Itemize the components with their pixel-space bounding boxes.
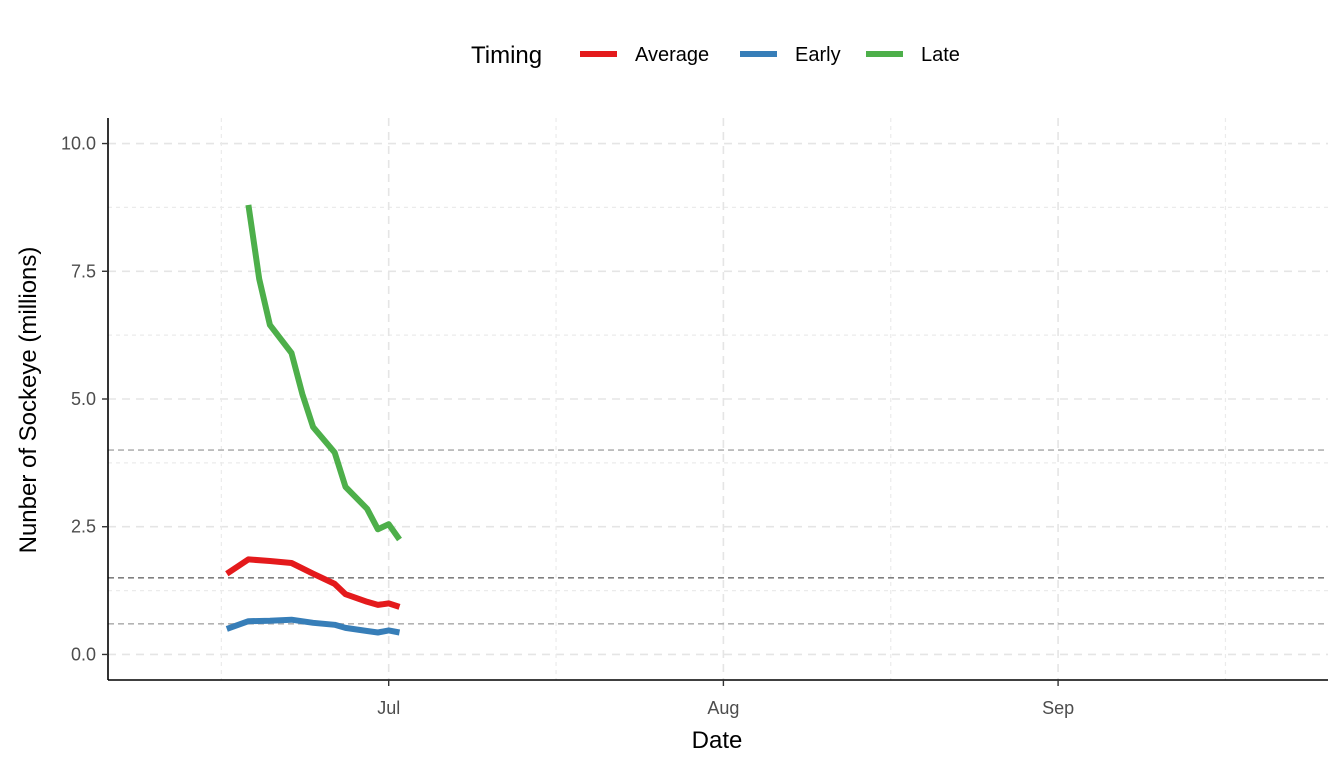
legend-label-late: Late — [921, 44, 960, 66]
legend-entries: Average Early Late — [580, 44, 960, 66]
x-tick-label: Aug — [707, 698, 739, 718]
y-tick-label: 0.0 — [71, 644, 96, 664]
y-tick-label: 10.0 — [61, 134, 96, 154]
reference-lines — [108, 449, 1328, 625]
legend-label-average: Average — [635, 44, 709, 66]
legend-title: Timing — [471, 42, 542, 69]
gridlines — [108, 118, 1328, 680]
series-line-early — [225, 616, 401, 636]
y-tick-label: 5.0 — [71, 389, 96, 409]
y-tick-label: 2.5 — [71, 517, 96, 537]
x-tick-label: Jul — [377, 698, 400, 718]
x-axis-title: Date — [692, 727, 743, 754]
series-line-late — [245, 204, 402, 542]
series-lines — [225, 204, 402, 636]
x-tick-label: Sep — [1042, 698, 1074, 718]
series-line-average — [225, 556, 401, 610]
legend: Timing Average Early Late — [471, 42, 960, 69]
axes — [102, 118, 1328, 686]
y-tick-label: 7.5 — [71, 261, 96, 281]
legend-label-early: Early — [795, 44, 841, 66]
tick-labels: 0.0 2.5 5.0 7.5 10.0 Jul Aug Sep — [61, 134, 1074, 718]
y-axis-title: Nunber of Sockeye (millions) — [15, 247, 42, 554]
